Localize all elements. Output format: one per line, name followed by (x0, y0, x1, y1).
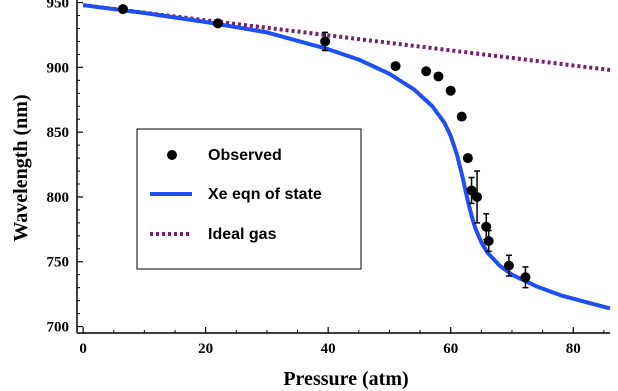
legend-label-observed: Observed (208, 147, 282, 164)
observed-point (481, 221, 492, 232)
x-tick-label: 40 (321, 341, 336, 357)
x-axis-title: Pressure (atm) (283, 368, 408, 390)
ticks: 0 20 40 60 80 700 750 800 850 900 950 (47, 0, 605, 357)
observed-point (462, 153, 473, 164)
observed-point (445, 85, 456, 96)
x-tick-label: 60 (443, 341, 458, 357)
observed-point (472, 191, 483, 202)
observed-point (520, 272, 531, 283)
observed-series (117, 4, 531, 289)
x-tick-label: 0 (79, 341, 87, 357)
ideal-gas-line (82, 3, 611, 72)
axes (76, 0, 610, 334)
x-tick-label: 20 (198, 341, 213, 357)
observed-point (433, 71, 444, 82)
legend: Observed Xe eqn of state Ideal gas (136, 128, 362, 270)
legend-label-ideal: Ideal gas (208, 226, 277, 243)
xe-eqn-line (82, 3, 611, 311)
observed-point (456, 111, 467, 122)
observed-point (390, 61, 401, 72)
y-axis-title: Wavelength (nm) (10, 94, 32, 241)
observed-point (503, 260, 514, 271)
y-tick-label: 900 (47, 60, 70, 76)
observed-point (421, 66, 432, 77)
y-tick-label: 850 (47, 125, 70, 141)
observed-point (483, 236, 494, 247)
legend-label-xe: Xe eqn of state (208, 186, 322, 203)
ideal-gas-series (82, 3, 611, 72)
legend-marker-observed (167, 150, 177, 160)
y-tick-label: 750 (47, 255, 70, 271)
x-tick-label: 80 (566, 341, 581, 357)
xe-eqn-series (82, 3, 611, 311)
observed-point (117, 4, 128, 15)
observed-point (212, 18, 223, 29)
y-tick-label: 700 (47, 320, 70, 336)
y-tick-label: 800 (47, 190, 70, 206)
observed-point (320, 36, 331, 47)
y-tick-label: 950 (47, 0, 70, 12)
